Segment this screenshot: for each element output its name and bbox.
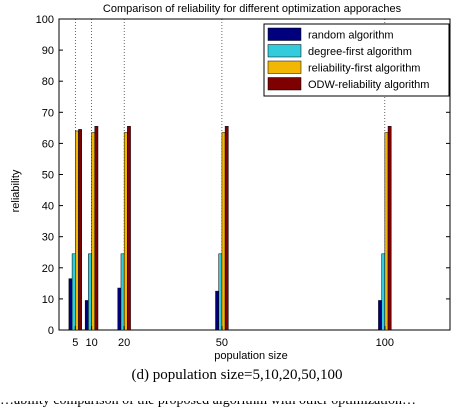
legend-label: degree-first algorithm: [308, 46, 412, 58]
bar: [78, 129, 82, 331]
y-tick-label: 10: [42, 294, 54, 306]
bar: [381, 253, 386, 331]
bar: [94, 126, 99, 331]
chart-title: Comparison of reliability for different …: [103, 3, 402, 15]
bar: [71, 253, 76, 331]
x-tick-label: 5: [72, 337, 78, 349]
y-tick-label: 70: [42, 107, 54, 119]
legend-swatch: [267, 60, 302, 74]
legend-swatch: [267, 27, 302, 41]
bar: [84, 300, 89, 331]
y-tick-label: 0: [48, 325, 54, 337]
y-tick-label: 100: [36, 14, 54, 26]
bar: [218, 253, 223, 331]
figure-caption: (d) population size=5,10,20,50,100: [131, 367, 343, 383]
x-tick-label: 50: [216, 337, 228, 349]
legend-label: random algorithm: [308, 30, 394, 42]
legend-label: reliability-first algorithm: [308, 63, 420, 75]
x-axis-label: population size: [214, 350, 287, 362]
cutoff-text: …ability comparison of the proposed algo…: [0, 393, 417, 408]
x-tick-label: 20: [118, 337, 130, 349]
y-tick-label: 30: [42, 232, 54, 244]
y-tick-label: 40: [42, 201, 54, 213]
bar: [120, 253, 125, 331]
legend-swatch: [267, 77, 302, 91]
x-tick-label: 100: [376, 337, 394, 349]
x-ticks: 5 10 20 50 100: [72, 326, 394, 349]
y-tick-label: 20: [42, 263, 54, 275]
bars: [68, 126, 392, 331]
bar: [123, 132, 128, 331]
reliability-bar-chart: Comparison of reliability for different …: [10, 3, 451, 362]
y-tick-label: 60: [42, 138, 54, 150]
bar: [224, 126, 229, 331]
legend-label: ODW-reliability algorithm: [308, 79, 429, 91]
bar: [387, 126, 392, 331]
bar: [91, 132, 96, 331]
x-tick-label: 10: [85, 337, 97, 349]
bar: [215, 290, 219, 331]
y-tick-label: 90: [42, 45, 54, 57]
y-tick-label: 80: [42, 76, 54, 88]
legend: random algorithm degree-first algorithm re…: [263, 23, 450, 97]
y-ticks: 0 10 20 30 40 50 60 70 80 90 100: [36, 14, 450, 337]
y-tick-label: 50: [42, 170, 54, 182]
bar: [221, 132, 226, 331]
bar: [75, 130, 79, 331]
bar: [68, 278, 73, 331]
legend-swatch: [267, 44, 302, 58]
bar: [378, 300, 382, 331]
bar: [384, 132, 389, 331]
y-axis-label: reliability: [10, 169, 22, 212]
bar: [127, 126, 131, 331]
bar: [117, 287, 122, 331]
bar: [88, 253, 92, 331]
